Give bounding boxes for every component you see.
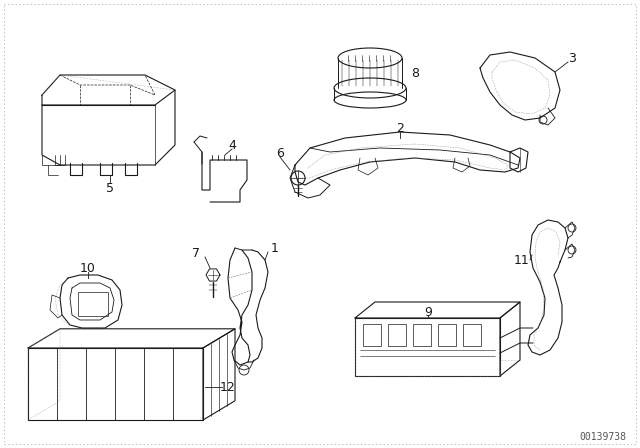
Text: 5: 5 — [106, 181, 114, 194]
Bar — [388, 324, 406, 346]
Bar — [363, 324, 381, 346]
Text: 11: 11 — [514, 254, 530, 267]
Bar — [413, 324, 431, 346]
Text: 9: 9 — [424, 306, 432, 319]
Text: 2: 2 — [396, 121, 404, 134]
Text: 3: 3 — [568, 52, 576, 65]
Text: 7: 7 — [192, 246, 200, 259]
Bar — [78, 292, 108, 316]
Text: 12: 12 — [220, 380, 236, 393]
Bar — [438, 324, 456, 346]
Text: 8: 8 — [411, 66, 419, 79]
Text: 10: 10 — [80, 262, 96, 275]
Text: 4: 4 — [228, 138, 236, 151]
Bar — [463, 324, 481, 346]
Text: 6: 6 — [276, 146, 284, 159]
Text: 00139738: 00139738 — [579, 432, 626, 442]
Text: 1: 1 — [271, 241, 279, 254]
